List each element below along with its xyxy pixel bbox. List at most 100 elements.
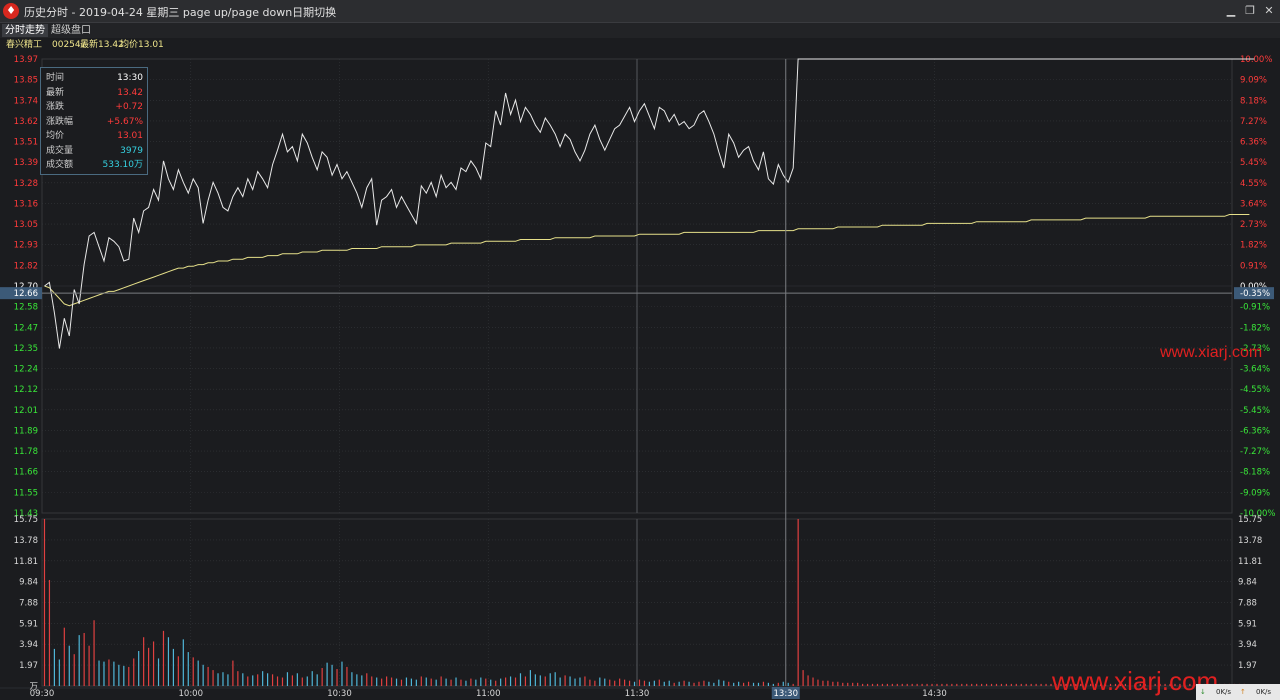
price-tick-label: 12.82 xyxy=(14,261,38,271)
price-tick-label: 13.05 xyxy=(14,220,38,230)
volume-tick-label-right: 7.88 xyxy=(1238,598,1257,608)
volume-tick-label-right: 11.81 xyxy=(1238,557,1262,567)
tooltip-key: 时间 xyxy=(46,73,65,83)
stock-latest-price: 最新13.42 xyxy=(80,40,124,50)
price-tick-label: 12.93 xyxy=(14,241,38,251)
tooltip-row: 成交量 3979 xyxy=(46,144,143,158)
price-tick-label: 12.01 xyxy=(14,406,38,416)
percent-tick-label: 10.00% xyxy=(1240,55,1272,65)
tab-bar: 分时走势 超级盘口 xyxy=(0,23,1280,38)
percent-tick-label: -8.18% xyxy=(1240,468,1270,478)
volume-tick-label: 5.91 xyxy=(19,619,38,629)
stock-average-price: 均价13.01 xyxy=(120,40,164,50)
tab-super-quote[interactable]: 超级盘口 xyxy=(51,25,91,36)
price-tick-label: 13.51 xyxy=(14,138,38,148)
price-tick-label: 11.89 xyxy=(14,426,38,436)
network-speed-indicator: ↓ 0K/s ↑ 0K/s xyxy=(1196,684,1280,700)
stock-code: 002547 xyxy=(52,40,87,50)
time-tick-label: 11:30 xyxy=(625,689,650,699)
price-tick-label: 12.70 xyxy=(14,282,38,292)
cursor-price-label: 12.66 xyxy=(14,289,38,299)
tooltip-value: 13.42 xyxy=(117,87,143,98)
upload-speed: 0K/s xyxy=(1256,688,1272,696)
tooltip-value: +5.67% xyxy=(106,116,143,127)
price-tick-label: 11.66 xyxy=(14,468,38,478)
tooltip-key: 成交额 xyxy=(46,160,74,170)
price-lines xyxy=(44,58,1255,349)
cursor-time-badge xyxy=(771,687,800,699)
percent-tick-label: -0.91% xyxy=(1240,303,1270,313)
price-tick-label: 13.16 xyxy=(14,199,38,209)
volume-tick-label: 7.88 xyxy=(19,598,38,608)
tooltip-value: 3979 xyxy=(120,145,143,156)
percent-tick-label: -10.00% xyxy=(1240,509,1275,519)
tooltip-key: 涨跌幅 xyxy=(46,116,74,127)
volume-tick-label-right: 13.78 xyxy=(1238,536,1262,546)
price-tick-label: 13.62 xyxy=(14,117,38,127)
percent-tick-label: 3.64% xyxy=(1240,199,1267,209)
percent-tick-label: 0.00% xyxy=(1240,282,1267,292)
percent-tick-label: -9.09% xyxy=(1240,488,1270,498)
percent-tick-label: -4.55% xyxy=(1240,385,1270,395)
percent-tick-label: 7.27% xyxy=(1240,117,1267,127)
volume-tick-label-right: 9.84 xyxy=(1238,578,1257,588)
time-tick-label: 11:00 xyxy=(476,689,501,699)
close-icon[interactable]: ✕ xyxy=(1264,4,1274,17)
stock-info-bar: 春兴精工 002547 最新13.42 均价13.01 xyxy=(0,38,1280,52)
price-tick-label: 11.55 xyxy=(14,488,38,498)
tab-intraday[interactable]: 分时走势 xyxy=(2,24,48,37)
tooltip-key: 均价 xyxy=(46,131,65,141)
app-logo-icon: ♦ xyxy=(3,3,19,19)
percent-tick-label: 9.09% xyxy=(1240,76,1267,86)
tooltip-row: 涨跌幅 +5.67% xyxy=(46,115,143,129)
volume-tick-label-right: 3.94 xyxy=(1238,640,1257,650)
cursor-pct-label: -0.35% xyxy=(1240,289,1270,299)
price-tick-label: 12.24 xyxy=(14,365,38,375)
percent-tick-label: 8.18% xyxy=(1240,96,1267,106)
download-arrow-icon: ↓ xyxy=(1200,688,1206,696)
tooltip-row: 涨跌 +0.72 xyxy=(46,100,143,114)
stock-name: 春兴精工 xyxy=(6,40,43,50)
price-line xyxy=(44,58,1255,349)
tooltip-key: 最新 xyxy=(46,87,65,98)
tooltip-row: 最新 13.42 xyxy=(46,86,143,100)
time-tick-label: 14:30 xyxy=(922,689,947,699)
crosshair-cursor: 12.66 -0.35% 13:30 xyxy=(0,59,1274,699)
cursor-pct-badge xyxy=(1234,287,1274,300)
download-speed: 0K/s xyxy=(1216,688,1232,696)
price-tick-label: 13.74 xyxy=(14,96,38,106)
volume-tick-label-right: 1.97 xyxy=(1238,661,1257,671)
percent-tick-label: 5.45% xyxy=(1240,158,1267,168)
tooltip-value: 13:30 xyxy=(117,73,143,83)
volume-tick-label: 3.94 xyxy=(19,640,38,650)
percent-tick-label: -5.45% xyxy=(1240,406,1270,416)
chart-grid xyxy=(0,58,1280,689)
window-title: 历史分时 - 2019-04-24 星期三 page up/page down日… xyxy=(24,6,337,19)
price-tick-label: 11.78 xyxy=(14,447,38,457)
volume-tick-label: 1.97 xyxy=(19,661,38,671)
percent-tick-label: 4.55% xyxy=(1240,179,1267,189)
intraday-chart[interactable]: 13.97 10.00% 13.85 9.09% 13.74 8.18% 13.62 7.27… xyxy=(0,52,1280,700)
percent-tick-label: -1.82% xyxy=(1240,323,1270,333)
volume-unit-label: 万 xyxy=(29,682,38,692)
time-tick-label: 10:30 xyxy=(327,689,352,699)
cursor-price-badge xyxy=(0,287,42,300)
price-tick-label: 13.97 xyxy=(14,55,38,65)
tooltip-key: 成交量 xyxy=(46,145,74,156)
title-bar: ♦ 历史分时 - 2019-04-24 星期三 page up/page dow… xyxy=(0,0,1280,23)
price-tick-label: 13.39 xyxy=(14,158,38,168)
time-tick-label: 09:30 xyxy=(30,689,55,699)
price-tick-label: 12.58 xyxy=(14,303,38,313)
percent-tick-label: 0.91% xyxy=(1240,261,1267,271)
percent-tick-label: 1.82% xyxy=(1240,241,1267,251)
volume-tick-label-right: 15.75 xyxy=(1238,515,1262,525)
tooltip-value: 533.10万 xyxy=(102,160,144,170)
tooltip-key: 涨跌 xyxy=(46,102,65,112)
percent-tick-label: -3.64% xyxy=(1240,365,1270,375)
price-tick-label: 12.35 xyxy=(14,344,38,354)
minimize-icon[interactable]: ▁ xyxy=(1226,4,1236,17)
volume-tick-label: 15.75 xyxy=(14,515,38,525)
restore-icon[interactable]: ❐ xyxy=(1245,4,1255,17)
volume-tick-label: 11.81 xyxy=(14,557,38,567)
tooltip-row: 均价 13.01 xyxy=(46,129,143,143)
